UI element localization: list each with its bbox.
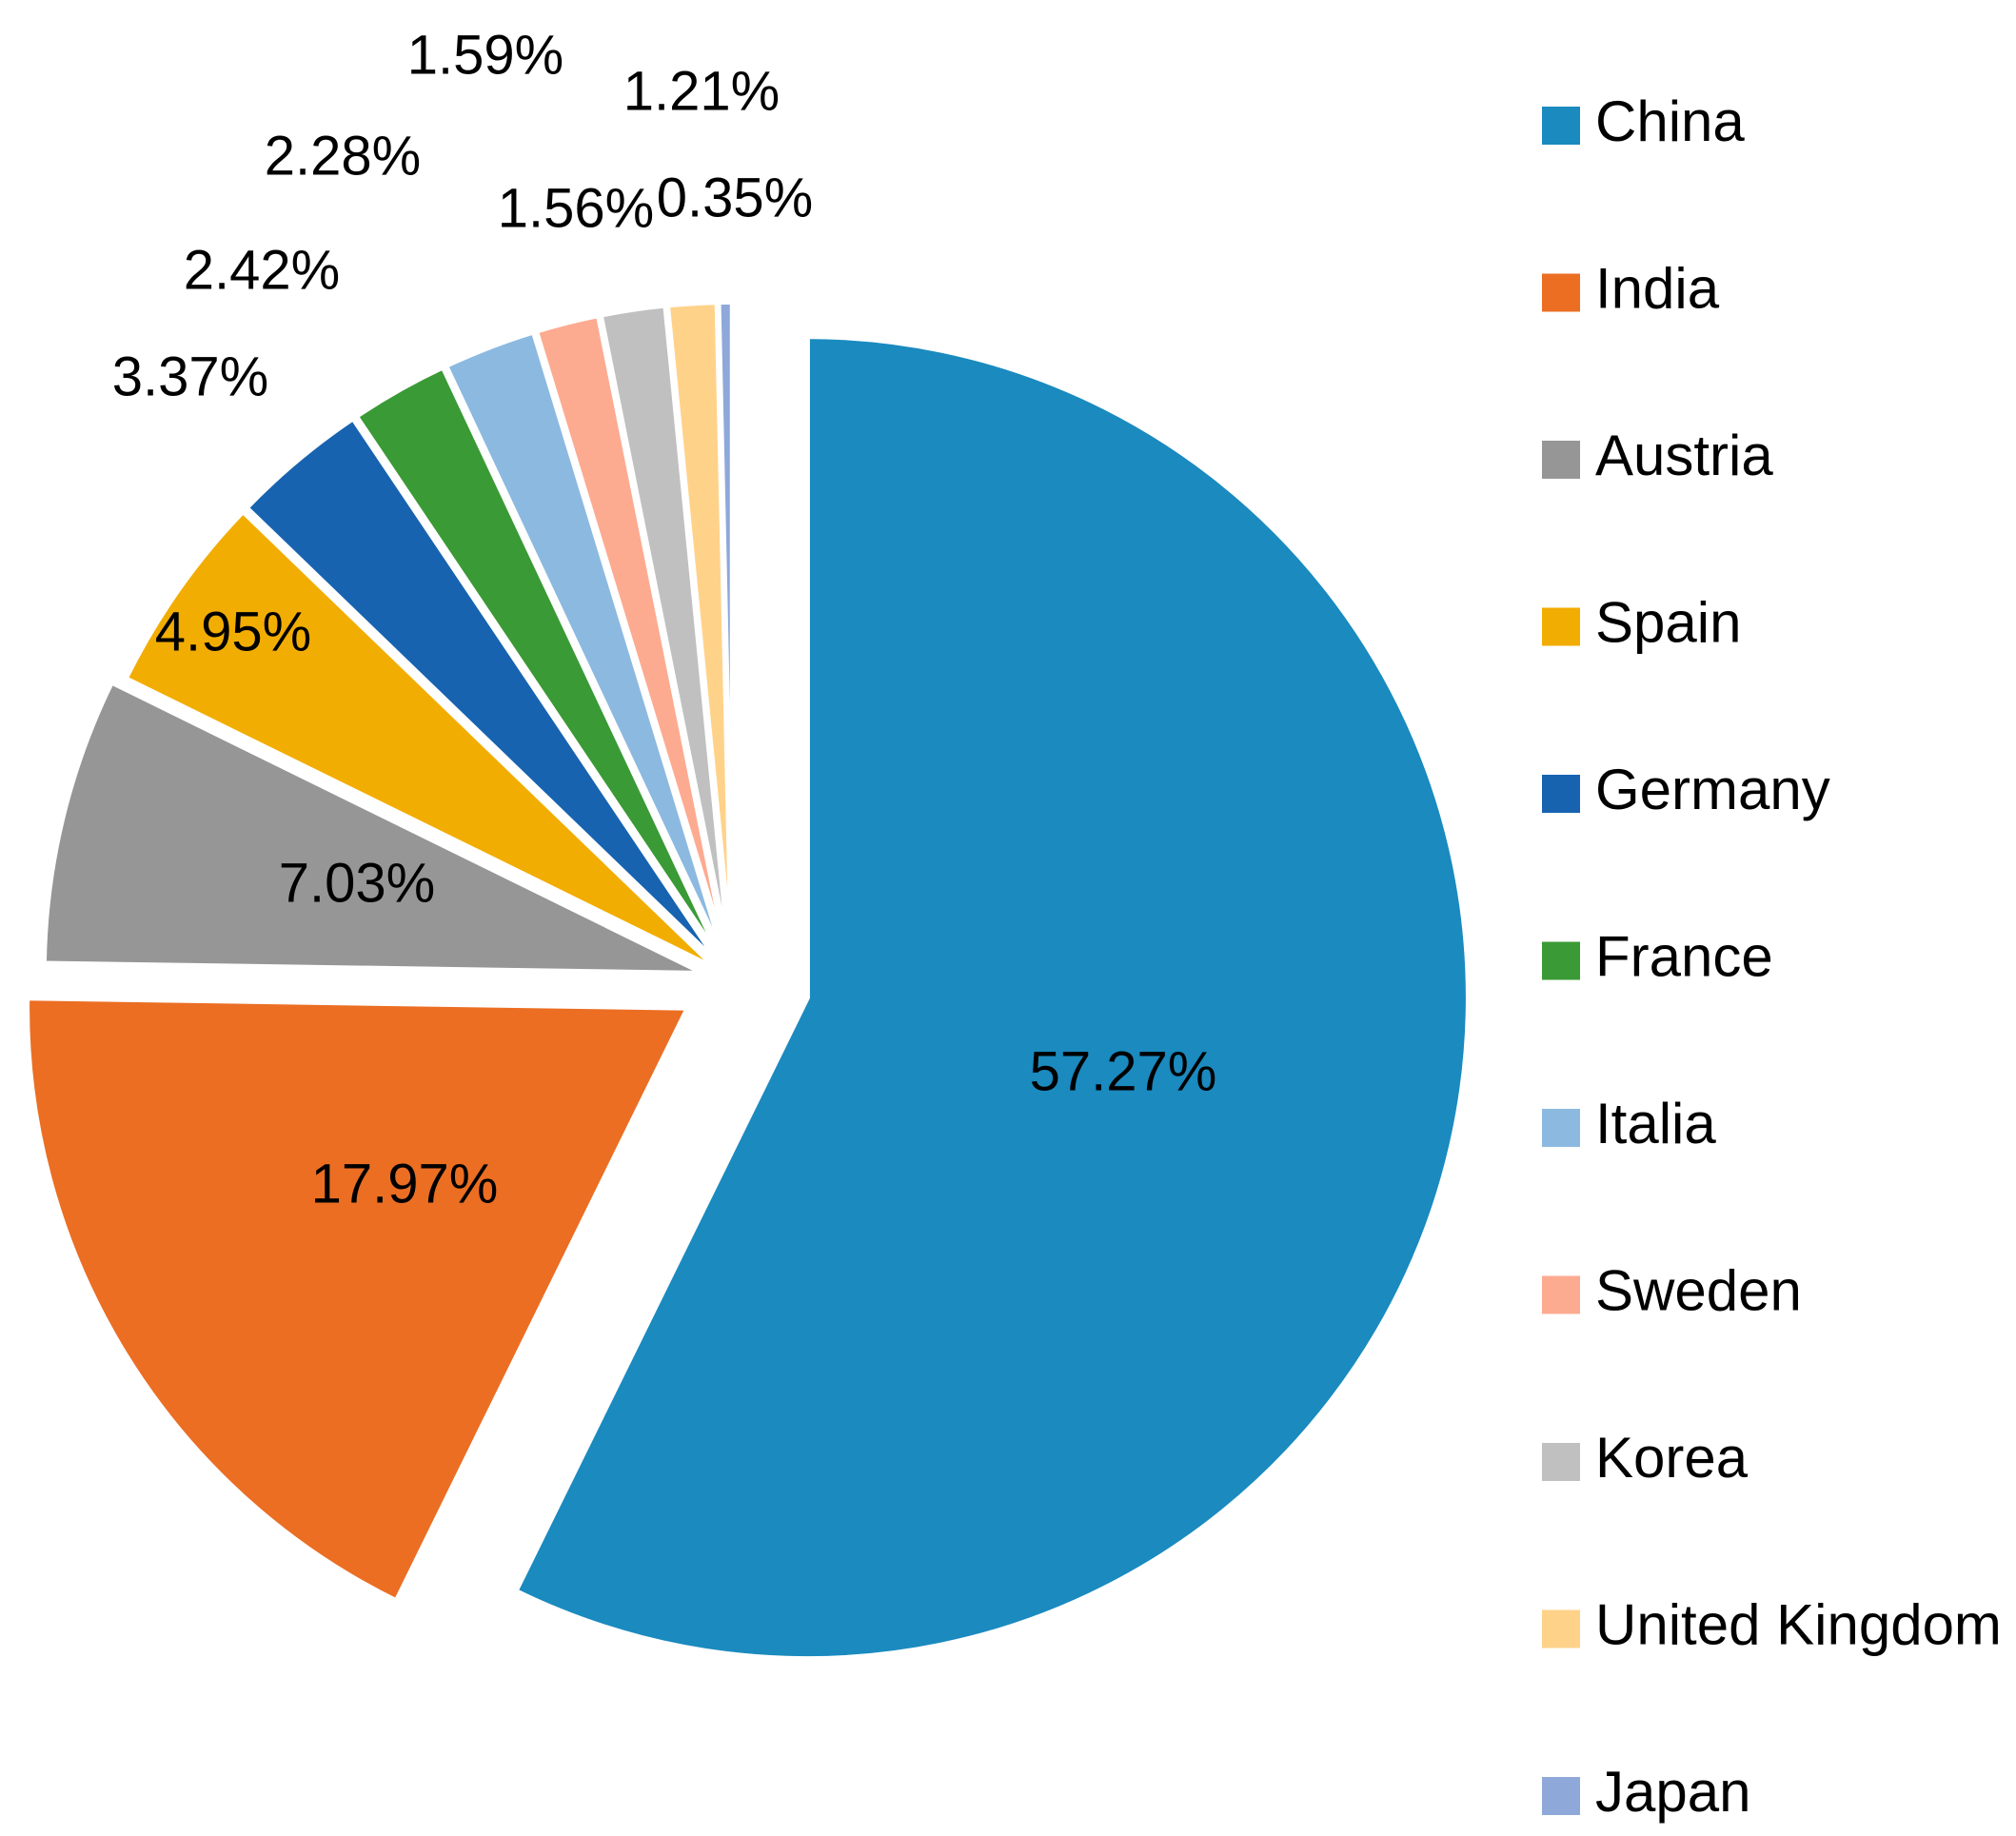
- legend-label-italia: Italia: [1595, 1092, 1716, 1155]
- value-label-germany: 3.37%: [112, 345, 268, 407]
- legend-label-spain: Spain: [1595, 590, 1741, 654]
- legend-label-france: France: [1595, 924, 1773, 988]
- legend-item-austria: Austria: [1542, 424, 1773, 487]
- legend-label-united-kingdom: United Kingdom: [1595, 1592, 2002, 1656]
- legend-label-japan: Japan: [1595, 1760, 1750, 1824]
- value-label-sweden: 1.56%: [498, 177, 654, 239]
- legend-item-italia: Italia: [1542, 1092, 1716, 1155]
- value-label-china: 57.27%: [1030, 1040, 1217, 1102]
- legend-swatch-spain: [1542, 607, 1580, 646]
- value-label-japan: 0.35%: [657, 167, 813, 228]
- value-label-korea: 1.59%: [407, 24, 563, 86]
- value-label-france: 2.42%: [184, 239, 340, 301]
- legend-label-china: China: [1595, 89, 1745, 153]
- legend-swatch-korea: [1542, 1443, 1580, 1481]
- pie-slice-germany: [243, 415, 725, 971]
- legend-swatch-france: [1542, 941, 1580, 980]
- pie-value-labels: 57.27% 17.97% 7.03% 4.95% 3.37% 2.42% 2.28% 1.5…: [112, 24, 1217, 1214]
- value-label-italia: 2.28%: [265, 125, 421, 187]
- legend-item-india: India: [1542, 256, 1720, 320]
- legend-swatch-united-kingdom: [1542, 1609, 1580, 1648]
- pie-slices: [24, 299, 1472, 1663]
- legend-label-india: India: [1595, 256, 1720, 320]
- legend-swatch-germany: [1542, 775, 1580, 813]
- pie-slice-japan: [715, 299, 736, 966]
- legend-swatch-italia: [1542, 1109, 1580, 1147]
- value-label-united-kingdom: 1.21%: [623, 60, 780, 122]
- legend-label-germany: Germany: [1595, 758, 1830, 821]
- legend-item-japan: Japan: [1542, 1760, 1750, 1824]
- legend-item-china: China: [1542, 89, 1745, 153]
- value-label-india: 17.97%: [311, 1153, 499, 1214]
- pie-slice-austria: [40, 679, 708, 977]
- legend-label-austria: Austria: [1595, 424, 1773, 487]
- legend-item-germany: Germany: [1542, 758, 1830, 821]
- legend-item-united-kingdom: United Kingdom: [1542, 1592, 2002, 1656]
- legend: China India Austria Spain Germany France Itali…: [1542, 89, 2002, 1824]
- legend-swatch-china: [1542, 107, 1580, 145]
- legend-item-spain: Spain: [1542, 590, 1741, 654]
- legend-item-korea: Korea: [1542, 1426, 1749, 1490]
- value-label-spain: 4.95%: [155, 601, 311, 662]
- legend-swatch-sweden: [1542, 1275, 1580, 1314]
- legend-label-sweden: Sweden: [1595, 1258, 1802, 1322]
- pie-slice-spain: [122, 507, 722, 974]
- pie-slice-india: [24, 995, 692, 1605]
- legend-item-sweden: Sweden: [1542, 1258, 1802, 1322]
- legend-item-france: France: [1542, 924, 1773, 988]
- pie-slice-china: [512, 333, 1472, 1663]
- legend-label-korea: Korea: [1595, 1426, 1749, 1490]
- legend-swatch-india: [1542, 273, 1580, 312]
- value-label-austria: 7.03%: [279, 852, 435, 914]
- legend-swatch-austria: [1542, 441, 1580, 479]
- legend-swatch-japan: [1542, 1777, 1580, 1815]
